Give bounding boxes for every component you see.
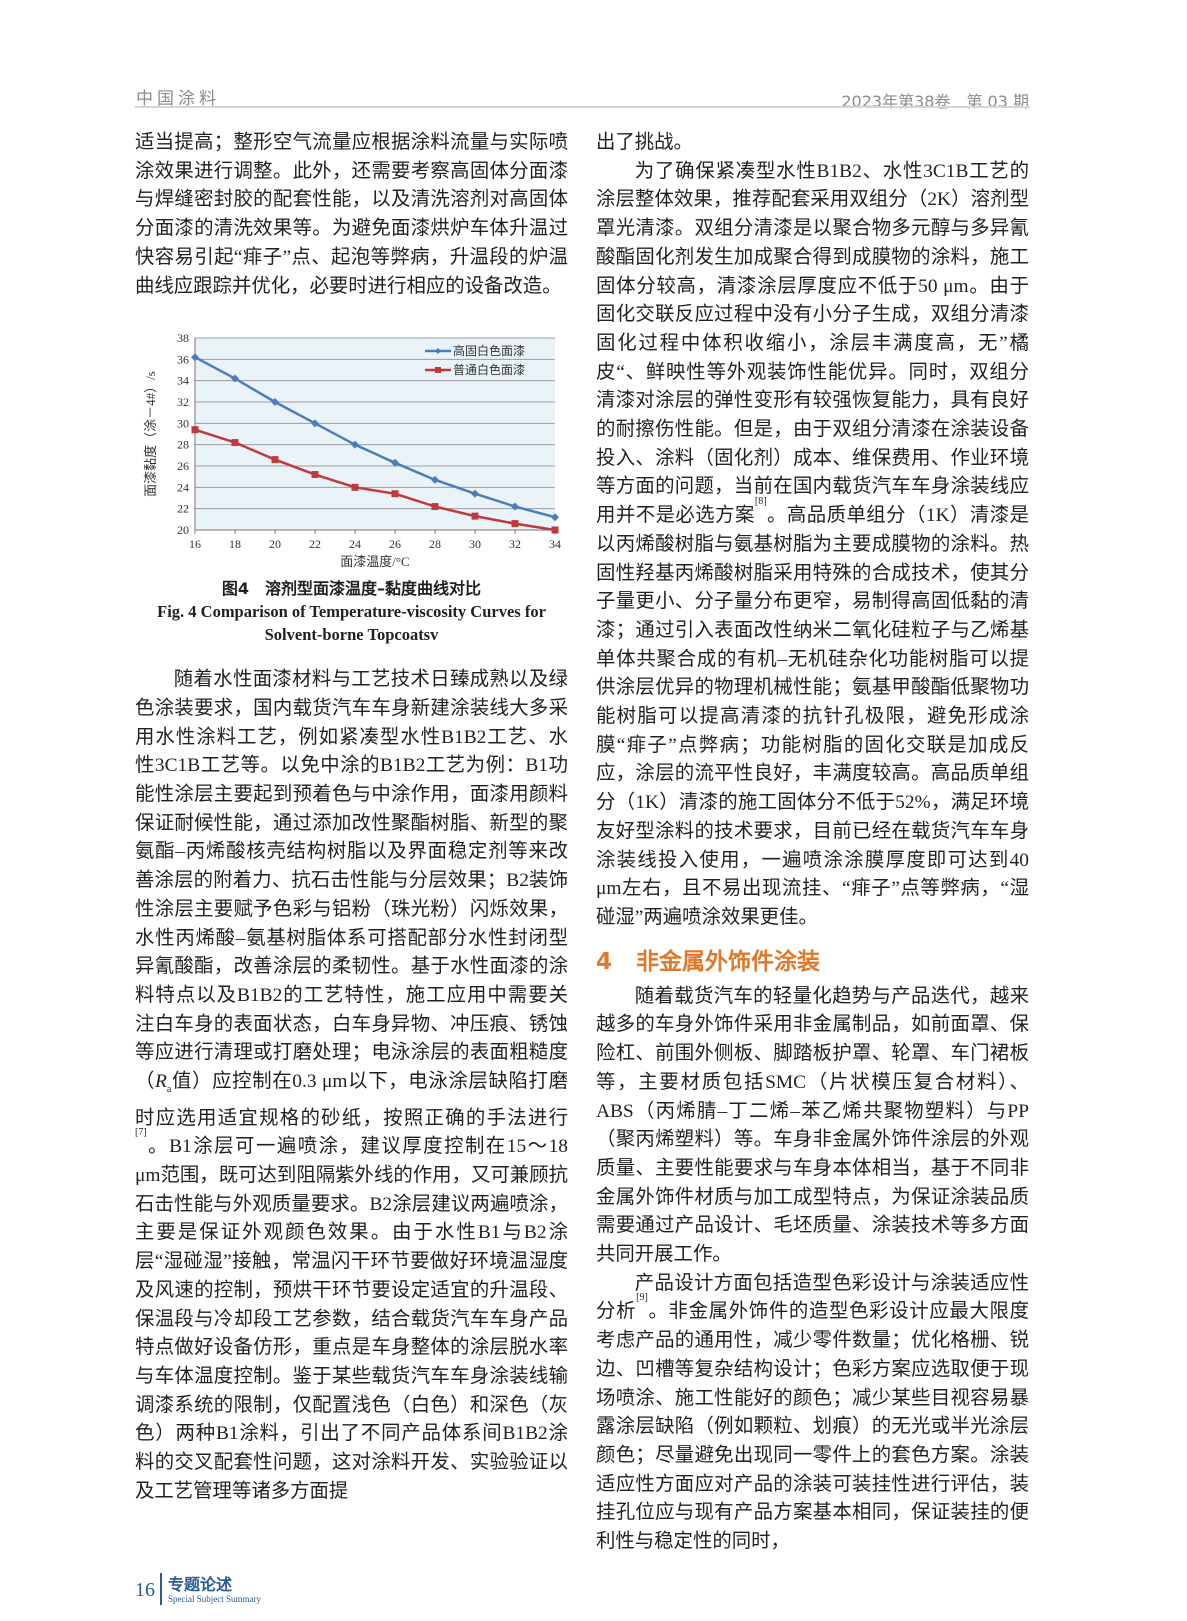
data-point <box>431 476 439 485</box>
article-body: 适当提高；整形空气流量应根据涂料流量与实际喷涂效果进行调整。此外，还需要考察高固… <box>135 0 1187 1557</box>
citation: [9] <box>636 1292 648 1304</box>
data-point <box>351 440 359 449</box>
symbol-r: R <box>155 1071 167 1093</box>
paragraph: 产品设计方面包括造型色彩设计与涂装适应性分析[9]。非金属外饰件的造型色彩设计应… <box>596 1270 1029 1557</box>
legend-marker <box>435 367 441 374</box>
data-point <box>191 353 199 362</box>
journal-name: 中国涂料 <box>136 89 220 109</box>
text: 。高品质单组分（1K）清漆是以丙烯酸树脂与氨基树脂为主要成膜物的涂料。热固性羟基… <box>596 505 1030 928</box>
series-line <box>194 356 556 519</box>
figure-4: 20 22 24 26 28 30 32 34 36 38 16 18 20 22 24 26 28 30 32 34… <box>135 325 568 646</box>
paragraph: 随着载货汽车的轻量化趋势与产品迭代，越来越多的车身外饰件采用非金属制品，如前面罩… <box>596 985 1029 1266</box>
data-point <box>391 490 399 498</box>
y-axis-label: 面漆黏度（涂－4#）/s <box>143 371 158 497</box>
right-column: 出了挑战。 为了确保紧凑型水性B1B2、水性3C1B工艺的涂层整体效果，推荐配套… <box>596 129 1029 1557</box>
text: 。B1涂层可一遍喷涂，建议厚度控制在15～18 μm范围，既可达到阻隔紫外线的作… <box>135 1136 568 1502</box>
data-point <box>551 526 559 534</box>
page-footer: 16 专题论述 Special Subject Summary <box>135 1571 1187 1621</box>
data-point <box>391 459 399 468</box>
y-tick-label: 28 <box>177 438 189 452</box>
x-tick-label: 26 <box>389 537 401 551</box>
y-tick-label: 32 <box>177 395 189 409</box>
text: 随着水性面漆材料与工艺技术日臻成熟以及绿色涂装要求，国内载货汽车车身新建涂装线大… <box>135 669 568 1093</box>
y-tick-label: 30 <box>177 417 189 431</box>
y-tick-label: 34 <box>177 374 189 388</box>
figure-caption-zh: 图4 溶剂型面漆温度–黏度曲线对比 <box>221 579 482 599</box>
y-tick-label: 26 <box>177 459 189 473</box>
data-point <box>191 426 199 434</box>
legend-label: 高固白色面漆 <box>453 343 525 358</box>
header-divider <box>135 106 1030 108</box>
paragraph: 为了确保紧凑型水性B1B2、水性3C1B工艺的涂层整体效果，推荐配套采用双组分（… <box>596 158 1029 933</box>
text: 值）应控制在0.3 μm以下，电泳涂层缺陷打磨时应选用适宜规格的砂纸，按照正确的… <box>135 1071 568 1129</box>
x-tick-label: 22 <box>309 537 321 551</box>
x-tick-label: 34 <box>549 537 561 551</box>
section-heading: 4 非金属外饰件涂装 <box>596 947 1029 977</box>
y-tick-label: 20 <box>177 523 189 537</box>
x-tick-label: 28 <box>429 537 441 551</box>
legend-marker <box>435 348 441 355</box>
temperature-viscosity-chart: 20 22 24 26 28 30 32 34 36 38 16 18 20 22 24 26 28 30 32 34… <box>143 331 561 569</box>
x-tick-label: 16 <box>189 537 201 551</box>
data-point <box>271 456 279 464</box>
left-column: 适当提高；整形空气流量应根据涂料流量与实际喷涂效果进行调整。此外，还需要考察高固… <box>135 129 568 1506</box>
data-point <box>511 520 519 528</box>
paragraph: 出了挑战。 <box>596 132 693 153</box>
column-name: 专题论述 <box>168 1574 233 1594</box>
paragraph: 适当提高；整形空气流量应根据涂料流量与实际喷涂效果进行调整。此外，还需要考察高固… <box>135 132 568 297</box>
section-number: 4 <box>596 948 613 975</box>
page-number: 16 <box>135 1578 155 1601</box>
x-tick-label: 20 <box>269 537 281 551</box>
figure-caption-en: Fig. 4 Comparison of Temperature-viscosi… <box>157 602 546 645</box>
plot-area <box>195 338 555 531</box>
paragraph: 随着水性面漆材料与工艺技术日臻成熟以及绿色涂装要求，国内载货汽车车身新建涂装线大… <box>135 666 568 1506</box>
footer-divider <box>160 1572 162 1605</box>
y-tick-label: 22 <box>177 502 189 516</box>
section-title: 非金属外饰件涂装 <box>636 948 821 975</box>
data-point <box>351 484 359 492</box>
x-axis-label: 面漆温度/°C <box>340 554 409 569</box>
data-point <box>231 439 239 447</box>
text: 产品设计方面包括造型色彩设计与涂装适应性分析 <box>596 1272 1029 1323</box>
text: 为了确保紧凑型水性B1B2、水性3C1B工艺的涂层整体效果，推荐配套采用双组分（… <box>596 160 1029 527</box>
data-point <box>431 503 439 511</box>
x-tick-label: 32 <box>509 537 521 551</box>
x-tick-label: 24 <box>349 537 361 551</box>
data-point <box>311 471 319 479</box>
legend-label: 普通白色面漆 <box>453 362 525 377</box>
citation: [7] <box>135 1127 147 1139</box>
citation: [8] <box>754 496 767 508</box>
data-point <box>231 374 239 383</box>
data-point <box>511 502 519 511</box>
data-point <box>471 489 479 498</box>
column-name-en: Special Subject Summary <box>168 1593 261 1604</box>
data-point <box>271 398 279 407</box>
y-tick-label: 36 <box>177 353 189 367</box>
subscript: a <box>166 1083 172 1095</box>
text: 。非金属外饰件的造型色彩设计应最大限度考虑产品的通用性，减少零件数量；优化格栅、… <box>596 1301 1030 1553</box>
x-tick-label: 18 <box>229 537 241 551</box>
data-point <box>551 513 559 522</box>
data-point <box>311 419 319 428</box>
y-tick-label: 38 <box>177 331 189 345</box>
y-tick-label: 24 <box>177 481 189 495</box>
x-tick-label: 30 <box>469 537 481 551</box>
data-point <box>471 512 479 520</box>
series-line <box>194 428 556 532</box>
